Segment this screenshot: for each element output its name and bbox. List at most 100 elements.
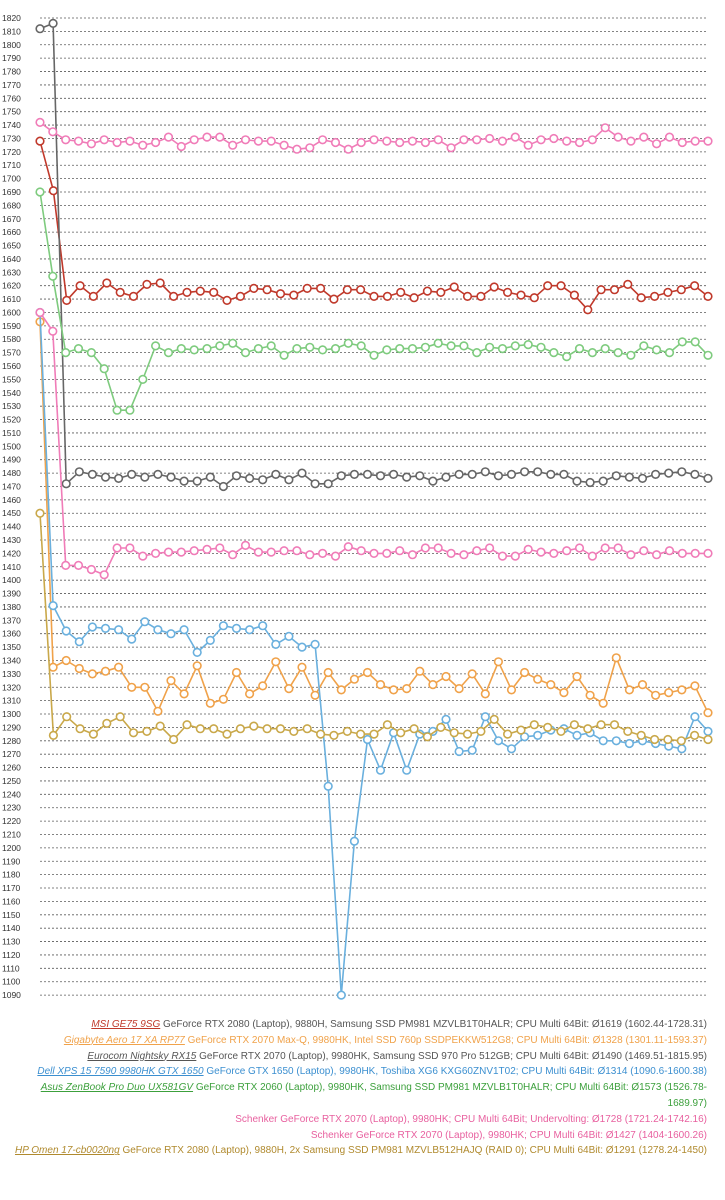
data-point[interactable] [690,136,700,146]
legend-link-gigabyte-aero[interactable]: Gigabyte Aero 17 XA RP77 [63,1034,185,1046]
data-point[interactable] [266,547,276,557]
data-point[interactable] [316,729,326,739]
data-point[interactable] [228,550,238,560]
data-point[interactable] [35,24,45,34]
data-point[interactable] [73,136,84,146]
data-point[interactable] [677,685,687,695]
data-point[interactable] [128,728,139,738]
data-point[interactable] [407,136,418,146]
data-point[interactable] [73,560,84,571]
data-point[interactable] [533,674,543,684]
data-point[interactable] [74,663,84,674]
data-point[interactable] [182,720,192,730]
data-point[interactable] [271,469,281,480]
data-point[interactable] [396,287,406,298]
data-point[interactable] [292,546,302,556]
data-point[interactable] [275,289,286,299]
data-point[interactable] [583,724,593,734]
data-point[interactable] [127,634,137,644]
data-point[interactable] [35,307,45,318]
data-point[interactable] [703,734,713,745]
data-point[interactable] [142,279,152,290]
data-point[interactable] [202,544,212,555]
data-point[interactable] [62,295,72,306]
data-point[interactable] [102,718,112,729]
data-point[interactable] [35,136,45,146]
data-point[interactable] [598,736,608,746]
data-point[interactable] [476,726,486,737]
data-point[interactable] [245,689,255,699]
data-point[interactable] [100,472,111,482]
data-point[interactable] [179,689,189,699]
data-point[interactable] [497,136,508,146]
data-point[interactable] [649,291,660,302]
data-point[interactable] [407,550,418,560]
data-point[interactable] [179,625,189,635]
data-point[interactable] [74,467,84,477]
data-point[interactable] [362,469,373,480]
data-point[interactable] [113,662,124,672]
legend-link-asus-zenbook[interactable]: Asus ZenBook Pro Duo UX581GV [40,1082,194,1094]
legend-link-msi-ge75[interactable]: MSI GE75 9SG [91,1019,161,1030]
data-point[interactable] [611,653,621,663]
data-point[interactable] [231,667,242,678]
data-point[interactable] [323,479,333,489]
data-point[interactable] [549,348,559,358]
data-point[interactable] [415,471,425,481]
data-point[interactable] [651,139,662,149]
data-point[interactable] [569,720,580,730]
data-point[interactable] [639,546,649,556]
data-point[interactable] [182,287,192,298]
data-point[interactable] [467,745,477,755]
data-point[interactable] [497,344,508,354]
data-point[interactable] [61,626,71,636]
data-point[interactable] [343,338,353,348]
data-point[interactable] [636,293,646,303]
data-point[interactable] [382,345,392,355]
data-point[interactable] [323,667,333,678]
data-point[interactable] [485,342,495,352]
data-point[interactable] [506,685,517,695]
data-point[interactable] [472,135,482,145]
data-point[interactable] [409,293,419,303]
data-point[interactable] [650,690,661,700]
data-point[interactable] [279,546,289,556]
data-point[interactable] [523,140,533,150]
data-point[interactable] [459,135,469,145]
data-point[interactable] [240,540,251,551]
data-point[interactable] [279,350,289,360]
data-point[interactable] [546,469,556,480]
data-point[interactable] [485,133,495,144]
data-point[interactable] [546,679,556,690]
data-point[interactable] [151,341,161,351]
data-point[interactable] [349,836,360,846]
data-point[interactable] [195,286,205,296]
data-point[interactable] [205,635,215,646]
data-point[interactable] [35,117,45,127]
data-point[interactable] [318,548,328,559]
data-point[interactable] [240,348,251,358]
data-point[interactable] [467,469,477,480]
legend-link-hp-omen[interactable]: HP Omen 17-cb0020ng [14,1145,120,1157]
data-point[interactable] [395,344,405,354]
data-point[interactable] [48,186,59,196]
data-point[interactable] [639,341,649,351]
data-point[interactable] [48,18,58,29]
data-point[interactable] [626,136,636,146]
data-point[interactable] [218,694,228,704]
data-point[interactable] [73,344,84,354]
data-point[interactable] [61,655,71,666]
data-point[interactable] [446,548,456,559]
data-point[interactable] [600,123,610,133]
data-point[interactable] [623,279,633,290]
data-point[interactable] [690,469,700,480]
data-point[interactable] [433,543,443,553]
data-point[interactable] [649,734,660,745]
data-point[interactable] [613,543,623,553]
data-point[interactable] [480,689,490,699]
data-point[interactable] [310,639,320,650]
data-point[interactable] [395,546,405,556]
data-point[interactable] [127,469,137,480]
data-point[interactable] [140,472,150,482]
data-point[interactable] [574,344,585,354]
